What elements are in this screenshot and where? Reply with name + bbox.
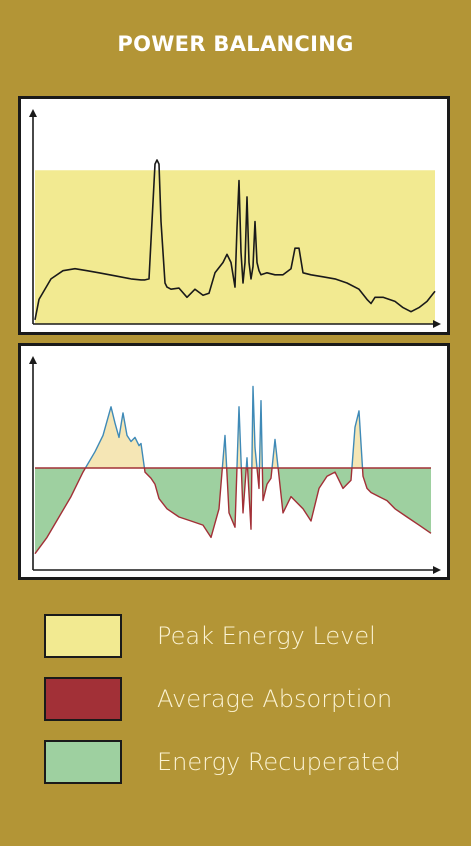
legend-label-energy-recuperated: Energy Recuperated: [157, 748, 401, 776]
surplus-line: [84, 385, 364, 468]
peak-energy-chart: [29, 109, 441, 328]
legend-label-peak-energy: Peak Energy Level: [157, 622, 376, 650]
legend-item-peak-energy: Peak Energy Level: [44, 614, 444, 660]
power-balance-chart: [29, 356, 441, 574]
page-title: POWER BALANCING: [117, 32, 354, 56]
surplus-area: [35, 386, 431, 468]
peak-energy-band: [35, 170, 435, 324]
chart2-y-axis-arrow: [29, 356, 37, 364]
legend-item-average-absorption: Average Absorption: [44, 677, 444, 723]
legend-swatch-peak-energy: [44, 614, 122, 658]
chart2-x-axis-arrow: [433, 566, 441, 574]
deficit-line: [34, 468, 432, 555]
chart1-y-axis-arrow: [29, 109, 37, 117]
legend-label-average-absorption: Average Absorption: [157, 685, 393, 713]
energy-line: [34, 159, 436, 321]
chart1-x-axis-arrow: [433, 320, 441, 328]
peak-energy-chart-panel: [18, 96, 450, 335]
energy-recuperated-area: [35, 468, 431, 554]
power-balance-chart-panel: [18, 343, 450, 580]
legend-item-energy-recuperated: Energy Recuperated: [44, 740, 444, 786]
legend-swatch-energy-recuperated: [44, 740, 122, 784]
legend-swatch-average-absorption: [44, 677, 122, 721]
